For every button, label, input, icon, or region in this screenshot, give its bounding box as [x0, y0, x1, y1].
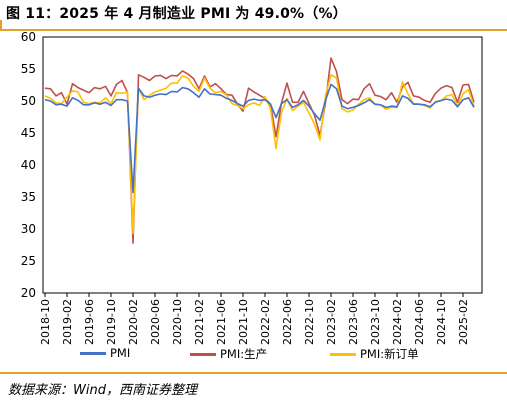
- chart-title: 图 11：2025 年 4 月制造业 PMI 为 49.0%（%）: [6, 6, 347, 22]
- x-tick-label: 2024-10: [435, 299, 448, 345]
- legend-item-pmi: PMI: [80, 346, 130, 360]
- series-line-2: [44, 74, 475, 235]
- x-tick-label: 2022-02: [259, 299, 272, 345]
- series-line-0: [44, 83, 475, 194]
- x-tick-label: 2023-10: [369, 299, 382, 345]
- x-tick-label: 2021-06: [215, 299, 228, 345]
- x-tick-label: 2020-06: [149, 299, 162, 345]
- legend-item-new-orders: PMI:新订单: [330, 346, 419, 362]
- x-tick-label: 2019-10: [105, 299, 118, 345]
- legend: PMI PMI:生产 PMI:新订单: [0, 346, 507, 364]
- y-tick-label: 35: [21, 190, 36, 204]
- y-tick-label: 60: [21, 30, 36, 44]
- x-tick-label: 2019-02: [61, 299, 74, 345]
- x-tick-label: 2021-02: [193, 299, 206, 345]
- y-tick-label: 45: [21, 126, 36, 140]
- series-line-1: [44, 57, 475, 244]
- y-tick-label: 55: [21, 62, 36, 76]
- line-chart: 20 25 30 35 40 45 50 55 60 2018-10 2019-02 2019-06…: [21, 30, 483, 345]
- legend-swatch-pmi: [80, 351, 106, 355]
- legend-label-production: PMI:生产: [220, 347, 268, 361]
- x-tick-label: 2018-10: [39, 299, 52, 345]
- y-tick-label: 20: [21, 286, 36, 300]
- legend-swatch-new-orders: [330, 352, 356, 356]
- y-tick-label: 30: [21, 222, 36, 236]
- x-tick-label: 2022-10: [303, 299, 316, 345]
- y-axis: 20 25 30 35 40 45 50 55 60: [21, 30, 36, 300]
- plot-border: [42, 36, 483, 294]
- x-tick-label: 2020-02: [127, 299, 140, 345]
- plot-frame: [42, 36, 483, 294]
- y-tick-label: 40: [21, 158, 36, 172]
- x-tick-label: 2024-02: [391, 299, 404, 345]
- x-tick-label: 2020-10: [171, 299, 184, 345]
- x-tick-label: 2022-06: [281, 299, 294, 345]
- x-tick-label: 2023-06: [347, 299, 360, 345]
- title-rule: [0, 20, 507, 31]
- x-tick-label: 2025-02: [457, 299, 470, 345]
- series-lines: [44, 57, 475, 244]
- y-tick-label: 50: [21, 94, 36, 108]
- legend-label-pmi: PMI: [110, 346, 131, 360]
- legend-item-production: PMI:生产: [190, 346, 267, 362]
- x-tick-label: 2024-06: [413, 299, 426, 345]
- x-axis: 2018-10 2019-02 2019-06 2019-10 2020-02 2020-…: [39, 293, 470, 345]
- data-source: 数据来源：Wind，西南证券整理: [8, 383, 197, 398]
- legend-swatch-production: [190, 352, 216, 356]
- x-tick-label: 2021-10: [237, 299, 250, 345]
- x-tick-label: 2023-02: [325, 299, 338, 345]
- source-rule: [0, 372, 507, 374]
- y-tick-label: 25: [21, 254, 36, 268]
- x-tick-label: 2019-06: [83, 299, 96, 345]
- legend-label-new-orders: PMI:新订单: [360, 347, 419, 361]
